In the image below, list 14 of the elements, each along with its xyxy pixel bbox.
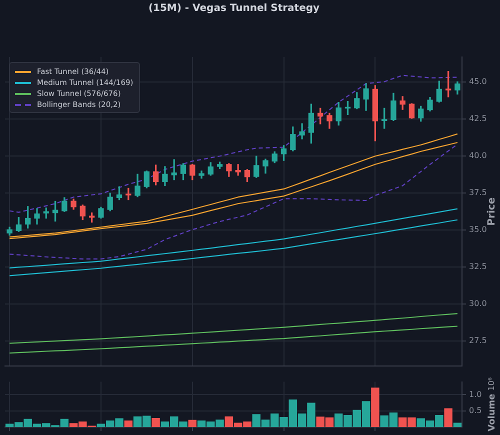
y-axis-title: Price — [486, 197, 498, 226]
y-tick-label: 0.5 — [469, 406, 482, 415]
y-tick-label: 45.0 — [469, 77, 487, 86]
y-tick-label: 27.5 — [469, 336, 487, 346]
chart-title: (15M) - Vegas Tunnel Strategy — [147, 3, 321, 14]
y-tick-label: 42.5 — [469, 114, 487, 124]
y-tick-label: 40.0 — [469, 151, 487, 160]
y-tick-label: 35.0 — [469, 225, 487, 234]
y-tick-label: 32.5 — [469, 262, 487, 272]
y-tick-label: 30.0 — [469, 299, 487, 308]
y-axis-title: Volume — [487, 394, 498, 432]
y-tick-label: 1.0 — [469, 390, 482, 399]
text: 10⁶ — [487, 377, 496, 391]
y-tick-label: 37.5 — [469, 188, 487, 198]
